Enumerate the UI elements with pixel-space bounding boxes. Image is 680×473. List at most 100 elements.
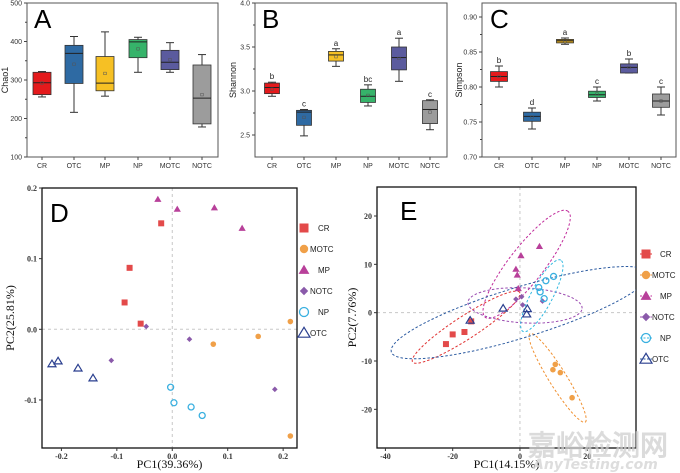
data-point [521, 309, 532, 318]
y-tick-label: 200 [10, 116, 22, 123]
legend-marker [299, 223, 309, 233]
data-point [552, 361, 559, 368]
legend-item-np: NP [298, 306, 329, 318]
legend-label: OTC [310, 329, 327, 338]
y-tick-label: 0.70 [463, 155, 477, 162]
data-point [255, 333, 261, 340]
x-tick-label: 0.1 [223, 452, 233, 461]
legend-item-notc: NOTC [640, 312, 675, 322]
mean-marker [595, 92, 599, 96]
box-iqr [160, 49, 180, 71]
box-np [128, 36, 148, 73]
data-point [517, 252, 525, 259]
y-tick-label: 0 [368, 309, 372, 318]
mean-marker [72, 62, 76, 66]
data-point [513, 296, 519, 302]
mean-marker [168, 58, 172, 62]
data-point [514, 284, 522, 292]
panel-letter: D [50, 198, 69, 228]
x-tick-label: NP [133, 163, 143, 170]
data-point [557, 369, 564, 376]
mean-marker [136, 47, 140, 51]
data-point [536, 288, 544, 296]
x-tick-label: CR [37, 163, 47, 170]
legend-marker [641, 270, 651, 280]
legend-item-motc: MOTC [299, 244, 334, 254]
significance-letter: a [397, 28, 402, 37]
significance-letter: a [563, 28, 568, 37]
panel-letter: C [490, 4, 509, 34]
data-point [542, 277, 550, 285]
data-point [72, 363, 84, 372]
legend-label: MP [660, 292, 672, 301]
legend-item-notc: NOTC [299, 286, 333, 296]
x-tick-label: CR [267, 163, 277, 170]
y-tick-label: 400 [10, 39, 22, 46]
legend-item-np: NP [640, 332, 671, 344]
data-point [518, 293, 525, 300]
significance-letter: d [530, 98, 534, 107]
box-otc [523, 107, 541, 130]
y-tick-label: -10 [361, 357, 372, 366]
series-otc [46, 356, 99, 382]
box-cr [32, 71, 52, 98]
x-tick-label: OTC [525, 163, 540, 170]
significance-letter: c [302, 99, 306, 108]
mean-marker [200, 93, 204, 97]
x-axis-title: PC1(39.36%) [137, 457, 203, 471]
legend-marker [299, 286, 309, 296]
box-iqr [64, 44, 84, 84]
watermark-chinese: 嘉峪检测网 [528, 429, 668, 462]
data-point [186, 336, 193, 342]
plot-frame [376, 186, 637, 449]
data-point [549, 272, 558, 281]
y-axis-title: Shannon [228, 62, 238, 98]
legend-item-otc: OTC [296, 326, 327, 338]
y-axis-title: PC2(25.81%) [3, 285, 17, 351]
legend-marker [640, 290, 652, 300]
significance-letter: c [595, 77, 599, 86]
mean-marker [497, 74, 501, 79]
y-tick-label: 0.75 [463, 120, 477, 127]
legend-item-otc: OTC [638, 352, 669, 364]
data-point [137, 320, 144, 327]
panel-c-simpson: 0.70 0.75 0.80 0.85 0.90 Simpson C CR b OTC d MP a NP… [454, 2, 677, 170]
data-point [287, 318, 294, 325]
data-point [540, 294, 548, 303]
box-iqr [422, 100, 438, 124]
x-tick-label: 0.2 [278, 452, 288, 461]
series-motc [550, 361, 575, 401]
data-point [166, 383, 175, 391]
legend-marker [298, 264, 310, 274]
data-point [238, 224, 246, 231]
x-tick-label: -40 [380, 452, 391, 461]
plot-area [46, 195, 294, 439]
data-point [154, 195, 162, 202]
legend: CR MOTC MP NOTC NP OTC [638, 249, 676, 364]
x-tick-label: MP [331, 163, 342, 170]
watermark-url: AnyTesting.com [532, 457, 658, 473]
x-tick-label: -0.1 [111, 452, 124, 461]
legend-marker [641, 249, 651, 259]
significance-letter: c [428, 90, 432, 99]
box-otc [64, 35, 84, 113]
data-point [173, 205, 181, 212]
plot-frame [481, 2, 677, 158]
legend-item-cr: CR [640, 249, 672, 259]
panel-d-pcoa: -0.2 -0.1 0.0 0.1 0.2 -0.1 0.0 0.1 0.2 PC1(39.36%… [3, 184, 334, 471]
data-point [519, 302, 526, 308]
box-np [360, 84, 376, 107]
significance-letter: b [627, 49, 632, 58]
data-point [569, 394, 575, 401]
data-point [442, 341, 449, 348]
y-tick-label: -20 [361, 405, 372, 414]
y-tick-label: 0.0 [27, 325, 37, 334]
legend-marker [296, 326, 312, 338]
y-axis-title: Simpson [454, 62, 464, 97]
box-iqr [620, 63, 638, 74]
box-cr [264, 81, 280, 97]
legend-label: NOTC [310, 287, 333, 296]
data-point [498, 303, 509, 312]
mean-marker [334, 55, 338, 59]
